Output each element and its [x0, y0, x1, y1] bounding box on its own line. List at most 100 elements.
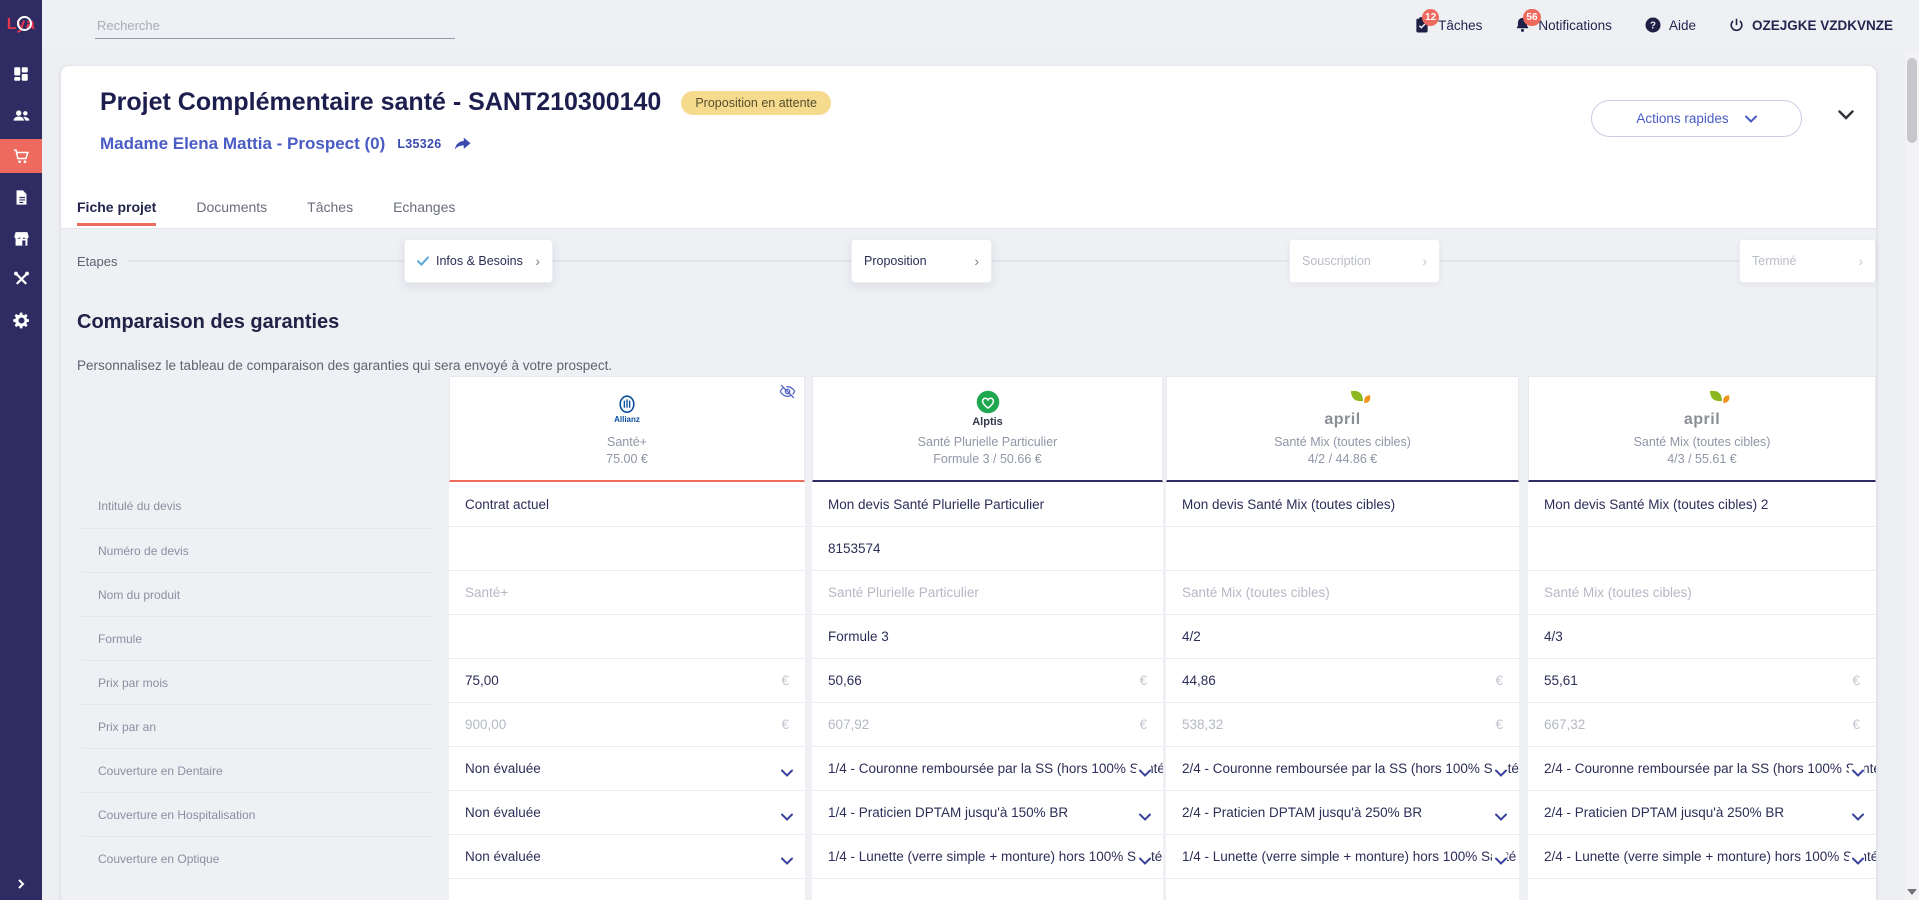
quick-actions-button[interactable]: Actions rapides — [1591, 100, 1802, 137]
select-couverture-optique[interactable]: Non évaluée — [449, 834, 805, 878]
sidebar-item-documents[interactable] — [0, 180, 42, 214]
field-numero-devis[interactable] — [1528, 526, 1876, 570]
help-button[interactable]: ? Aide — [1644, 16, 1696, 34]
field-formule[interactable] — [449, 614, 805, 658]
selected-value: Non évaluée — [465, 849, 541, 864]
tab-documents[interactable]: Documents — [196, 199, 268, 215]
field-nom-produit[interactable]: Santé Mix (toutes cibles) — [1166, 570, 1519, 614]
field-value: 667,32 — [1544, 717, 1586, 732]
select-couverture-optique[interactable]: 1/4 - Lunette (verre simple + monture) h… — [1166, 834, 1519, 878]
chevron-down-icon — [1744, 115, 1757, 123]
sidebar-item-marketplace[interactable] — [0, 221, 42, 255]
tab-echanges[interactable]: Echanges — [393, 199, 456, 215]
help-icon: ? — [1645, 17, 1661, 33]
field-intitule-devis[interactable]: Mon devis Santé Mix (toutes cibles) 2 — [1528, 482, 1876, 526]
topbar-actions: 12 Tâches 56 Notifications ? Aide OZEJGK… — [1413, 0, 1893, 50]
collapse-card-button[interactable] — [1838, 107, 1854, 125]
tasks-label: Tâches — [1438, 17, 1483, 33]
field-formule[interactable]: 4/2 — [1166, 614, 1519, 658]
selected-value: 1/4 - Lunette (verre simple + monture) h… — [1182, 849, 1519, 864]
field-numero-devis[interactable] — [1166, 526, 1519, 570]
sidebar-item-tools[interactable] — [0, 262, 42, 296]
sidebar-item-projects[interactable] — [0, 139, 42, 173]
field-formule[interactable]: Formule 3 — [812, 614, 1163, 658]
field-prix-mois[interactable]: 50,66 € — [812, 658, 1163, 702]
sidebar-item-dashboard[interactable] — [0, 57, 42, 91]
select-couverture-optique[interactable]: 2/4 - Lunette (verre simple + monture) h… — [1528, 834, 1876, 878]
select-couverture-optique[interactable]: 1/4 - Lunette (verre simple + monture) h… — [812, 834, 1163, 878]
select-couverture-hospitalisation[interactable]: 1/4 - Praticien DPTAM jusqu'à 150% BR — [812, 790, 1163, 834]
field-prix-an[interactable]: 607,92 € — [812, 702, 1163, 746]
scrollbar-thumb[interactable] — [1907, 58, 1917, 143]
field-nom-produit[interactable]: Santé Mix (toutes cibles) — [1528, 570, 1876, 614]
step-termine[interactable]: Terminé › — [1739, 239, 1876, 283]
tools-icon — [13, 271, 29, 285]
chevron-down-icon — [1838, 110, 1854, 120]
field-prix-mois[interactable]: 75,00 € — [449, 658, 805, 702]
share-icon[interactable] — [454, 136, 472, 152]
field-numero-devis[interactable]: 8153574 — [812, 526, 1163, 570]
sidebar-item-contacts[interactable] — [0, 98, 42, 132]
eye-off-icon[interactable] — [779, 383, 796, 405]
topbar: 12 Tâches 56 Notifications ? Aide OZEJGK… — [42, 0, 1919, 50]
help-label: Aide — [1668, 17, 1696, 33]
select-couverture-dentaire[interactable]: 2/4 - Couronne remboursée par la SS (hor… — [1528, 746, 1876, 790]
field-prix-an[interactable]: 667,32 € — [1528, 702, 1876, 746]
row-label: Nom du produit — [82, 572, 434, 616]
row-label: Couverture en Hospitalisation — [82, 792, 434, 836]
step-infos-besoins[interactable]: Infos & Besoins › — [404, 239, 553, 283]
step-souscription[interactable]: Souscription › — [1289, 239, 1440, 283]
partial-row — [812, 878, 1163, 900]
product-name: Santé Plurielle Particulier — [917, 435, 1058, 449]
field-intitule-devis[interactable]: Mon devis Santé Plurielle Particulier — [812, 482, 1163, 526]
offer-column-april-1: april Santé Mix (toutes cibles) 4/2 / 44… — [1166, 376, 1519, 900]
select-couverture-hospitalisation[interactable]: 2/4 - Praticien DPTAM jusqu'à 250% BR — [1528, 790, 1876, 834]
scrollbar-down-arrow[interactable] — [1907, 889, 1917, 895]
select-couverture-hospitalisation[interactable]: 2/4 - Praticien DPTAM jusqu'à 250% BR — [1166, 790, 1519, 834]
selected-value: 1/4 - Lunette (verre simple + monture) h… — [828, 849, 1163, 864]
select-couverture-dentaire[interactable]: 2/4 - Couronne remboursée par la SS (hor… — [1166, 746, 1519, 790]
selected-value: 2/4 - Couronne remboursée par la SS (hor… — [1544, 761, 1876, 776]
store-icon — [13, 231, 29, 246]
field-intitule-devis[interactable]: Contrat actuel — [449, 482, 805, 526]
sidebar-item-settings[interactable] — [0, 303, 42, 337]
select-couverture-hospitalisation[interactable]: Non évaluée — [449, 790, 805, 834]
select-couverture-dentaire[interactable]: Non évaluée — [449, 746, 805, 790]
tab-fiche-projet[interactable]: Fiche projet — [77, 199, 157, 226]
logout-user-button[interactable]: OZEJGKE VZDKVNZE — [1728, 17, 1893, 34]
step-label: Infos & Besoins — [436, 254, 523, 268]
select-couverture-dentaire[interactable]: 1/4 - Couronne remboursée par la SS (hor… — [812, 746, 1163, 790]
field-intitule-devis[interactable]: Mon devis Santé Mix (toutes cibles) — [1166, 482, 1519, 526]
client-link[interactable]: Madame Elena Mattia - Prospect (0) — [100, 134, 386, 153]
product-price: 4/2 / 44.86 € — [1307, 452, 1378, 466]
field-prix-mois[interactable]: 55,61 € — [1528, 658, 1876, 702]
lya-logo[interactable]: Lya — [0, 0, 42, 50]
step-proposition[interactable]: Proposition › — [851, 239, 992, 283]
selected-value: 1/4 - Praticien DPTAM jusqu'à 150% BR — [828, 805, 1069, 820]
field-nom-produit[interactable]: Santé+ — [449, 570, 805, 614]
field-nom-produit[interactable]: Santé Plurielle Particulier — [812, 570, 1163, 614]
project-card-header — [61, 66, 1876, 229]
euro-symbol: € — [777, 717, 789, 732]
field-prix-an[interactable]: 900,00 € — [449, 702, 805, 746]
notifications-button[interactable]: 56 Notifications — [1514, 9, 1612, 34]
field-prix-an[interactable]: 538,32 € — [1166, 702, 1519, 746]
selected-value: Non évaluée — [465, 805, 541, 820]
sidebar-expand-button[interactable] — [0, 878, 42, 890]
document-icon — [16, 189, 26, 205]
selected-value: 2/4 - Couronne remboursée par la SS (hor… — [1182, 761, 1519, 776]
search-input[interactable] — [95, 12, 455, 39]
field-numero-devis[interactable] — [449, 526, 805, 570]
chevron-down-icon — [1136, 809, 1151, 824]
tab-taches[interactable]: Tâches — [307, 199, 354, 215]
field-formule[interactable]: 4/3 — [1528, 614, 1876, 658]
euro-symbol: € — [1848, 673, 1860, 688]
tasks-button[interactable]: 12 Tâches — [1413, 9, 1483, 34]
euro-symbol: € — [1491, 673, 1503, 688]
vertical-scrollbar[interactable] — [1905, 50, 1919, 900]
chevron-down-icon — [778, 809, 793, 824]
field-prix-mois[interactable]: 44,86 € — [1166, 658, 1519, 702]
product-price: 75.00 € — [606, 452, 648, 466]
tasks-badge: 12 — [1422, 9, 1440, 26]
euro-symbol: € — [777, 673, 789, 688]
